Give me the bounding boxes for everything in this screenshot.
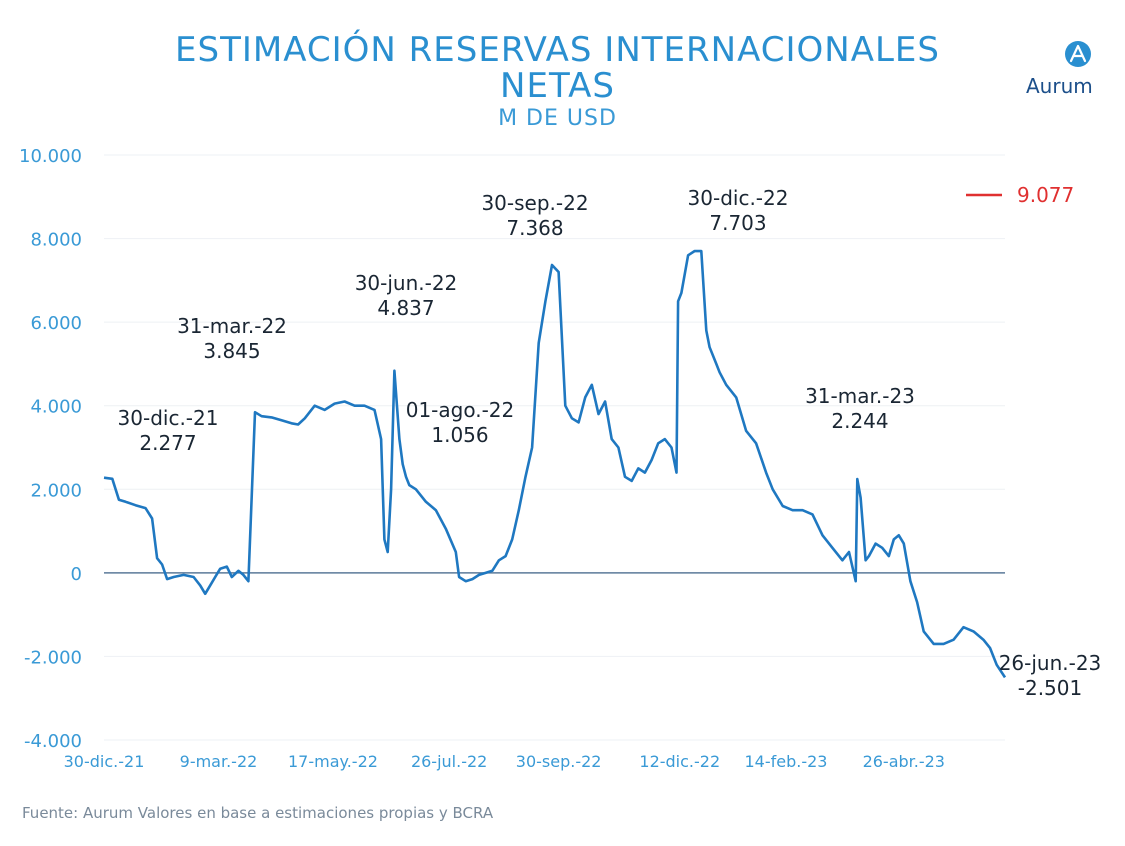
annotation-value: 2.277: [139, 431, 196, 455]
annotation-value: 1.056: [431, 423, 488, 447]
annotation-date: 31-mar.-23: [805, 384, 915, 408]
chart-subtitle: M DE USD: [498, 106, 617, 131]
x-tick-label: 9-mar.-22: [180, 752, 258, 771]
y-tick-label: -2.000: [24, 647, 82, 668]
y-tick-label: 2.000: [30, 480, 82, 501]
annotation-date: 26-jun.-23: [999, 651, 1102, 675]
y-axis: -4.000 -2.000 0 2.000 4.000 6.000 8.000 10.000: [19, 146, 82, 752]
x-tick-label: 26-jul.-22: [411, 752, 487, 771]
annotations: 30-dic.-212.277 31-mar.-223.845 30-jun.-22…: [118, 186, 1102, 700]
annotation-value: -2.501: [1018, 676, 1082, 700]
chart-title-line2: NETAS: [500, 66, 615, 106]
y-tick-label: 8.000: [30, 230, 82, 251]
annotation-value: 4.837: [377, 296, 434, 320]
y-tick-label: 0: [71, 564, 82, 585]
annotation-date: 30-dic.-22: [688, 186, 789, 210]
x-tick-label: 14-feb.-23: [744, 752, 827, 771]
x-tick-label: 26-abr.-23: [863, 752, 945, 771]
chart-title: ESTIMACIÓN RESERVAS INTERNACIONALES: [175, 30, 940, 70]
annotation-date: 01-ago.-22: [406, 398, 515, 422]
annotation-value: 7.368: [506, 216, 563, 240]
legend-value: 9.077: [1017, 183, 1074, 207]
y-tick-label: 10.000: [19, 146, 82, 167]
x-tick-label: 17-may.-22: [288, 752, 378, 771]
annotation-date: 30-sep.-22: [481, 191, 588, 215]
x-tick-label: 30-dic.-21: [64, 752, 145, 771]
annotation-date: 30-dic.-21: [118, 406, 219, 430]
logo-text: Aurum: [1026, 74, 1093, 98]
gridlines: [104, 154, 1005, 741]
x-tick-label: 30-sep.-22: [516, 752, 602, 771]
annotation-date: 31-mar.-22: [177, 314, 287, 338]
x-axis: 30-dic.-21 9-mar.-22 17-may.-22 26-jul.-22 3…: [64, 752, 945, 771]
annotation-value: 7.703: [709, 211, 766, 235]
series-line-reserves: [103, 249, 1007, 679]
legend-marker: 9.077: [966, 183, 1074, 207]
y-tick-label: -4.000: [24, 731, 82, 752]
annotation-date: 30-jun.-22: [355, 271, 458, 295]
annotation-value: 3.845: [203, 339, 260, 363]
y-tick-label: 6.000: [30, 313, 82, 334]
annotation-value: 2.244: [831, 409, 888, 433]
source-note: Fuente: Aurum Valores en base a estimaci…: [22, 804, 494, 822]
y-tick-label: 4.000: [30, 397, 82, 418]
x-tick-label: 12-dic.-22: [639, 752, 720, 771]
aurum-logo-icon: [1065, 41, 1091, 67]
